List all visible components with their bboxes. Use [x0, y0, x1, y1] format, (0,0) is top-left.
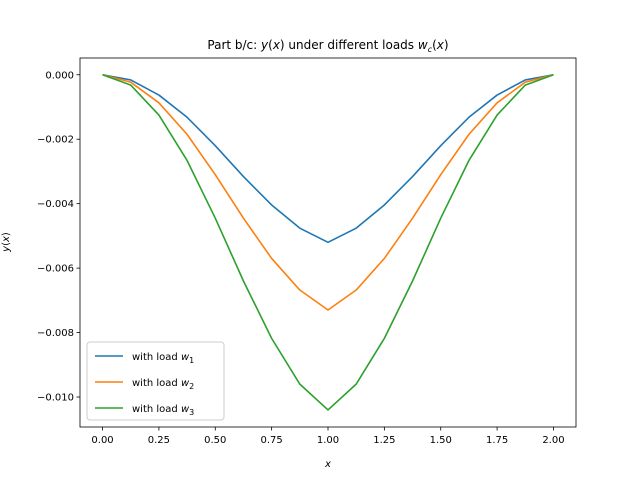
x-tick-label: 1.00 — [317, 435, 339, 446]
plot-area — [79, 57, 577, 428]
series-line-w3 — [102, 74, 554, 411]
legend-label-w1: with load w1 — [132, 352, 194, 365]
x-axis: 0.00 0.25 0.50 0.75 1.00 1.25 1.50 1.75 2.00 — [91, 427, 565, 446]
x-tick-label: 2.00 — [542, 435, 564, 446]
x-tick-label: 1.50 — [430, 435, 452, 446]
y-tick-label: −0.008 — [37, 328, 74, 339]
x-tick-label: 0.25 — [148, 435, 170, 446]
y-axis: 0.000 −0.002 −0.004 −0.006 −0.008 −0.010 — [37, 70, 80, 404]
y-tick-label: −0.006 — [37, 264, 74, 275]
legend-box — [86, 341, 225, 421]
x-tick-label: 0.50 — [204, 435, 226, 446]
y-tick-label: 0.000 — [45, 70, 74, 81]
x-tick-label: 0.75 — [261, 435, 283, 446]
x-tick-label: 1.25 — [373, 435, 395, 446]
y-tick-label: −0.004 — [37, 199, 74, 210]
x-axis-title: x — [324, 459, 331, 470]
chart-title: Part b/c: y(x) under different loads wc(… — [207, 38, 448, 54]
y-tick-label: −0.010 — [37, 393, 74, 404]
x-tick-label: 0.00 — [91, 435, 113, 446]
series-line-w1 — [102, 73, 554, 244]
x-tick-label: 1.75 — [486, 435, 508, 446]
series-line-w2 — [102, 73, 554, 311]
legend-label-w3: with load w3 — [132, 404, 194, 417]
legend: with load w1 with load w2 with load w3 — [86, 341, 225, 421]
y-axis-title: y(x) — [1, 232, 12, 253]
y-tick-label: −0.002 — [37, 135, 74, 146]
legend-label-w2: with load w2 — [132, 378, 194, 391]
